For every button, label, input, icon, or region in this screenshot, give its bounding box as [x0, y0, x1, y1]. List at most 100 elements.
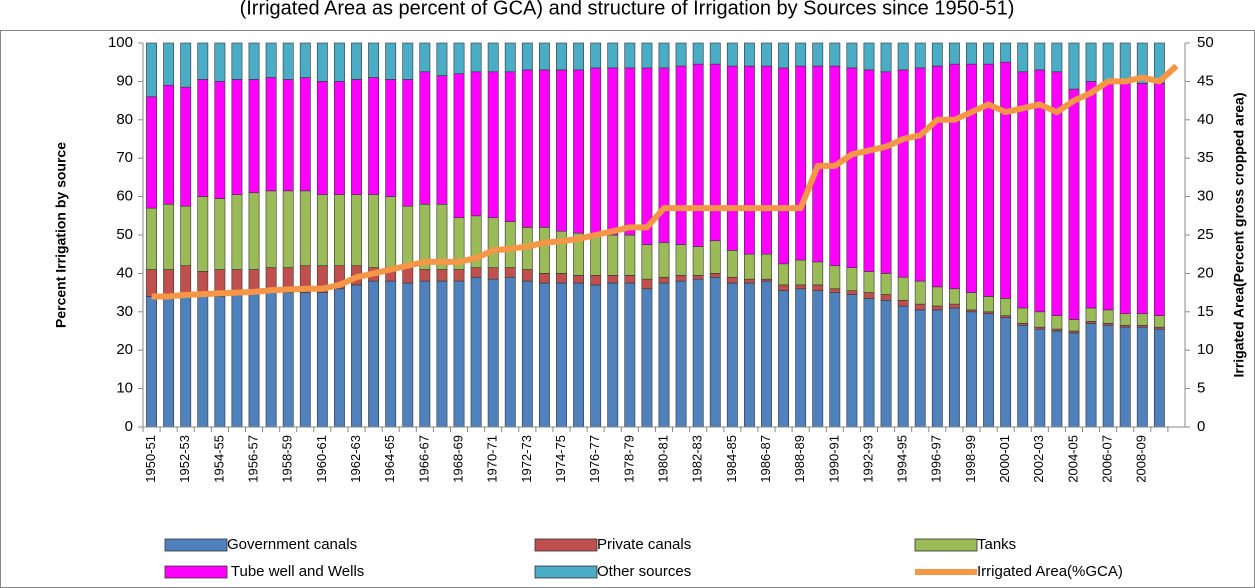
- bar-segment: [265, 42, 277, 78]
- bar-segment: [812, 284, 824, 291]
- bar-segment: [1136, 83, 1148, 315]
- bar-segment: [1051, 42, 1063, 73]
- bar-segment: [453, 73, 465, 219]
- bar-segment: [624, 67, 636, 236]
- y2-tick-label: 25: [1197, 226, 1214, 243]
- bar-segment: [880, 299, 892, 428]
- bar-segment: [436, 75, 448, 205]
- y2-tick-label: 10: [1197, 341, 1214, 358]
- y2-tick-label: 5: [1197, 380, 1205, 397]
- bar-segment: [419, 280, 431, 428]
- bar-segment: [1068, 88, 1080, 320]
- bar-segment: [709, 276, 721, 428]
- bar-segment: [470, 276, 482, 428]
- bar-segment: [231, 42, 243, 80]
- x-tick-label: 1984-85: [724, 435, 739, 483]
- y2-tick-label: 20: [1197, 264, 1214, 281]
- y2-tick-label: 35: [1197, 149, 1214, 166]
- bar-segment: [146, 96, 157, 209]
- bar-segment: [504, 267, 516, 278]
- bar-segment: [948, 42, 960, 65]
- bar-segment: [214, 296, 226, 428]
- bar-segment: [966, 63, 977, 293]
- bar-segment: [914, 309, 926, 428]
- bar-segment: [778, 42, 789, 69]
- bar-segment: [846, 290, 858, 295]
- y2-tick-label: 45: [1197, 72, 1214, 89]
- bar-segment: [521, 280, 533, 428]
- bar-segment: [385, 79, 397, 197]
- bar-segment: [539, 282, 550, 428]
- bar-segment: [641, 67, 653, 245]
- x-tick-label: 1980-81: [655, 435, 670, 483]
- bar-segment: [180, 86, 192, 207]
- bar-segment: [624, 234, 636, 276]
- bar-segment: [504, 221, 516, 268]
- bar-segment: [351, 79, 362, 195]
- bar-segment: [368, 194, 380, 268]
- bar-segment: [1153, 328, 1165, 428]
- bar-segment: [214, 42, 226, 82]
- bar-segment: [914, 42, 926, 69]
- bar-segment: [385, 42, 397, 80]
- bar-segment: [778, 290, 789, 428]
- bar-segment: [419, 71, 431, 205]
- bar-segment: [556, 282, 567, 428]
- y-tick-label: 80: [116, 111, 133, 128]
- bar-segment: [180, 205, 192, 267]
- bar-segment: [180, 296, 192, 428]
- x-tick-label: 1950-51: [143, 435, 158, 483]
- bar-segment: [692, 275, 704, 280]
- y-tick-label: 60: [116, 188, 133, 205]
- bar-segment: [1085, 42, 1097, 82]
- bar-segment: [983, 313, 994, 428]
- bar-segment: [743, 253, 755, 280]
- x-tick-label: 1964-65: [382, 435, 397, 483]
- bar-segment: [402, 42, 414, 80]
- bar-segment: [778, 284, 789, 291]
- bar-segment: [812, 261, 824, 286]
- bar-segment: [880, 294, 892, 301]
- bar-segment: [692, 278, 704, 428]
- bar-segment: [163, 203, 175, 270]
- x-tick-label: 1998-99: [963, 435, 978, 483]
- bar-segment: [1034, 42, 1046, 71]
- bar-segment: [914, 303, 926, 311]
- bar-segment: [948, 63, 960, 290]
- bar-segment: [726, 65, 738, 251]
- bar-segment: [180, 42, 192, 88]
- x-tick-label: 1970-71: [485, 435, 500, 483]
- legend-swatch: [914, 538, 978, 552]
- x-tick-label: 2006-07: [1100, 435, 1115, 483]
- bar-segment: [487, 217, 499, 268]
- bar-segment: [453, 280, 465, 428]
- x-tick-label: 1954-55: [211, 435, 226, 483]
- bar-segment: [1017, 324, 1029, 428]
- x-tick-label: 1986-87: [758, 435, 773, 483]
- bar-segment: [761, 280, 772, 428]
- bar-segment: [948, 307, 960, 428]
- bar-segment: [931, 305, 943, 311]
- bar-segment: [624, 275, 636, 284]
- bar-segment: [197, 196, 209, 272]
- bar-segment: [316, 194, 328, 267]
- bar-segment: [931, 286, 943, 307]
- chart-title: (Irrigated Area as percent of GCA) and s…: [240, 0, 1015, 19]
- y-tick-label: 0: [125, 418, 133, 435]
- bar-segment: [607, 67, 619, 236]
- bar-segment: [1051, 330, 1063, 428]
- legend-label: Private canals: [597, 536, 691, 553]
- bar-segment: [539, 227, 550, 274]
- bar-segment: [521, 69, 533, 228]
- bar-segment: [1153, 83, 1165, 316]
- bar-segment: [436, 42, 448, 76]
- bar-segment: [214, 81, 226, 199]
- legend-label: Other sources: [597, 563, 691, 580]
- bar-segment: [1000, 317, 1012, 428]
- bar-segment: [743, 278, 755, 284]
- bar-segment: [658, 42, 670, 69]
- bar-segment: [692, 246, 704, 276]
- bar-segment: [521, 269, 533, 282]
- bar-segment: [1034, 311, 1046, 328]
- bar-segment: [931, 42, 943, 67]
